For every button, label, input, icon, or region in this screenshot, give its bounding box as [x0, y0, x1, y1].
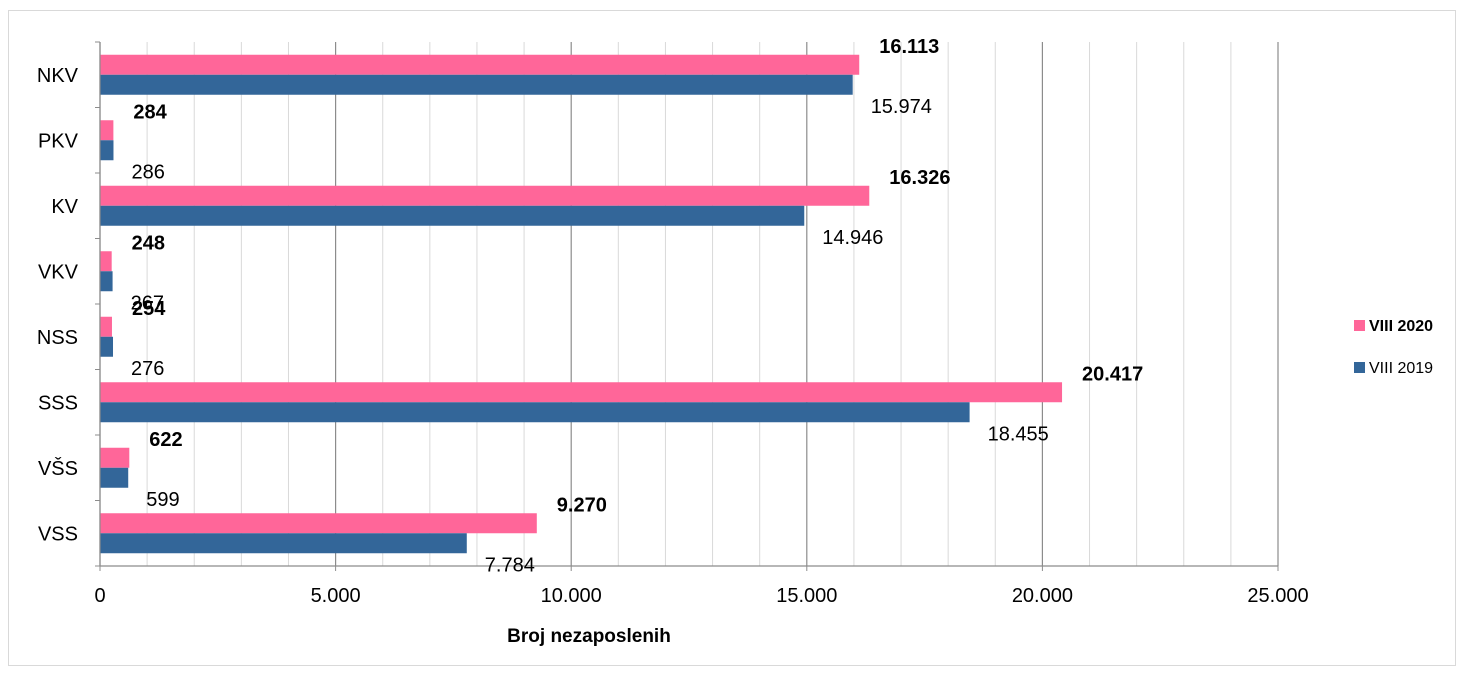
data-label: 9.270 — [557, 494, 607, 516]
chart-frame — [8, 10, 1456, 666]
data-label: 276 — [131, 358, 164, 380]
x-axis-title: Broj nezaposlenih — [507, 626, 671, 647]
data-label: 622 — [149, 429, 182, 451]
x-tick-label: 15.000 — [776, 585, 837, 607]
data-label: 284 — [133, 101, 167, 123]
legend-swatch — [1354, 362, 1365, 373]
legend-swatch — [1354, 320, 1365, 331]
bar-viii-2019-nkv — [100, 74, 853, 95]
bar-viii-2019-všs — [100, 467, 129, 488]
bar-viii-2019-pkv — [100, 140, 114, 161]
category-label: NKV — [37, 65, 79, 87]
category-label: PKV — [38, 130, 79, 152]
minor-gridlines — [146, 42, 1232, 566]
data-label: 286 — [131, 161, 164, 183]
bar-viii-2020-nss — [100, 316, 112, 337]
category-labels: NKV PKV KV VKV NSS SSS VŠS VSS — [37, 65, 79, 546]
data-label: 267 — [131, 292, 164, 314]
data-label: 7.784 — [485, 554, 535, 576]
bar-viii-2019-vkv — [100, 271, 113, 292]
bar-viii-2020-pkv — [100, 120, 114, 141]
bar-viii-2020-všs — [100, 447, 130, 468]
data-label: 14.946 — [822, 227, 883, 249]
data-label: 248 — [132, 232, 165, 254]
bar-viii-2019-nss — [100, 336, 114, 357]
x-tick-label: 0 — [94, 585, 105, 607]
bar-viii-2019-kv — [100, 205, 805, 226]
data-label: 18.455 — [988, 423, 1049, 445]
category-label: VŠS — [38, 457, 78, 480]
major-gridlines — [99, 42, 1279, 566]
axes — [95, 41, 1279, 571]
data-label: 20.417 — [1082, 363, 1143, 385]
category-label: VKV — [38, 261, 79, 283]
data-label: 15.974 — [871, 96, 932, 118]
bar-viii-2020-nkv — [100, 54, 860, 75]
bar-viii-2019-vss — [100, 533, 467, 554]
data-label: 16.326 — [889, 167, 950, 189]
category-label: KV — [51, 196, 78, 218]
category-label: SSS — [38, 392, 78, 414]
x-tick-label: 25.000 — [1247, 585, 1308, 607]
bar-viii-2020-vss — [100, 513, 537, 534]
category-label: NSS — [37, 327, 78, 349]
x-tick-label: 20.000 — [1012, 585, 1073, 607]
data-label: 16.113 — [879, 36, 939, 58]
x-tick-labels: 0 5.000 10.000 15.000 20.000 25.000 — [94, 585, 1308, 607]
legend-entry: VIII 2020 — [1369, 318, 1433, 335]
x-tick-label: 10.000 — [541, 585, 602, 607]
bar-viii-2020-sss — [100, 382, 1063, 403]
x-tick-label: 5.000 — [311, 585, 361, 607]
data-label: 254 — [132, 298, 166, 320]
category-label: VSS — [38, 523, 78, 545]
bars — [100, 54, 1063, 554]
legend-entry: VIII 2019 — [1369, 360, 1433, 377]
bar-viii-2019-sss — [100, 402, 970, 423]
legend: VIII 2020 VIII 2019 — [1354, 318, 1433, 377]
bar-viii-2020-vkv — [100, 251, 112, 272]
bar-viii-2020-kv — [100, 185, 870, 206]
data-label: 599 — [146, 489, 179, 511]
